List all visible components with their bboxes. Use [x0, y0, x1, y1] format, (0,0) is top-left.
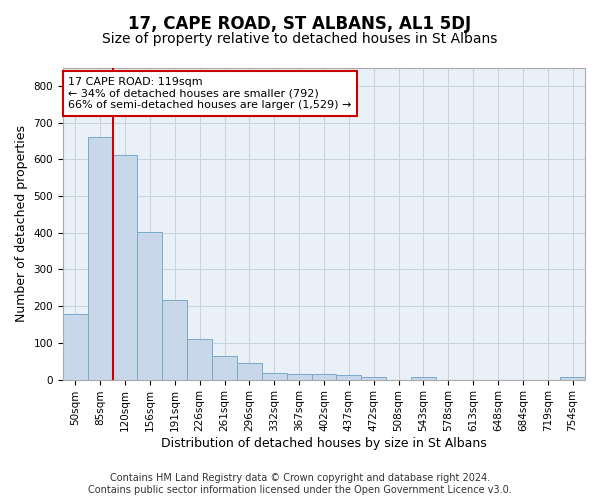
Text: 17, CAPE ROAD, ST ALBANS, AL1 5DJ: 17, CAPE ROAD, ST ALBANS, AL1 5DJ	[128, 15, 472, 33]
Bar	[361, 376, 386, 380]
Text: Size of property relative to detached houses in St Albans: Size of property relative to detached ho…	[103, 32, 497, 46]
Bar	[113, 155, 137, 380]
Bar	[262, 374, 287, 380]
Bar	[212, 356, 237, 380]
Bar	[287, 374, 311, 380]
Bar	[337, 375, 361, 380]
Bar	[88, 138, 113, 380]
Bar	[311, 374, 337, 380]
Bar	[237, 362, 262, 380]
Bar	[63, 314, 88, 380]
Bar	[163, 300, 187, 380]
Bar	[187, 339, 212, 380]
Text: 17 CAPE ROAD: 119sqm
← 34% of detached houses are smaller (792)
66% of semi-deta: 17 CAPE ROAD: 119sqm ← 34% of detached h…	[68, 77, 352, 110]
Bar	[137, 232, 163, 380]
Y-axis label: Number of detached properties: Number of detached properties	[15, 125, 28, 322]
X-axis label: Distribution of detached houses by size in St Albans: Distribution of detached houses by size …	[161, 437, 487, 450]
Text: Contains HM Land Registry data © Crown copyright and database right 2024.
Contai: Contains HM Land Registry data © Crown c…	[88, 474, 512, 495]
Bar	[560, 377, 585, 380]
Bar	[411, 376, 436, 380]
